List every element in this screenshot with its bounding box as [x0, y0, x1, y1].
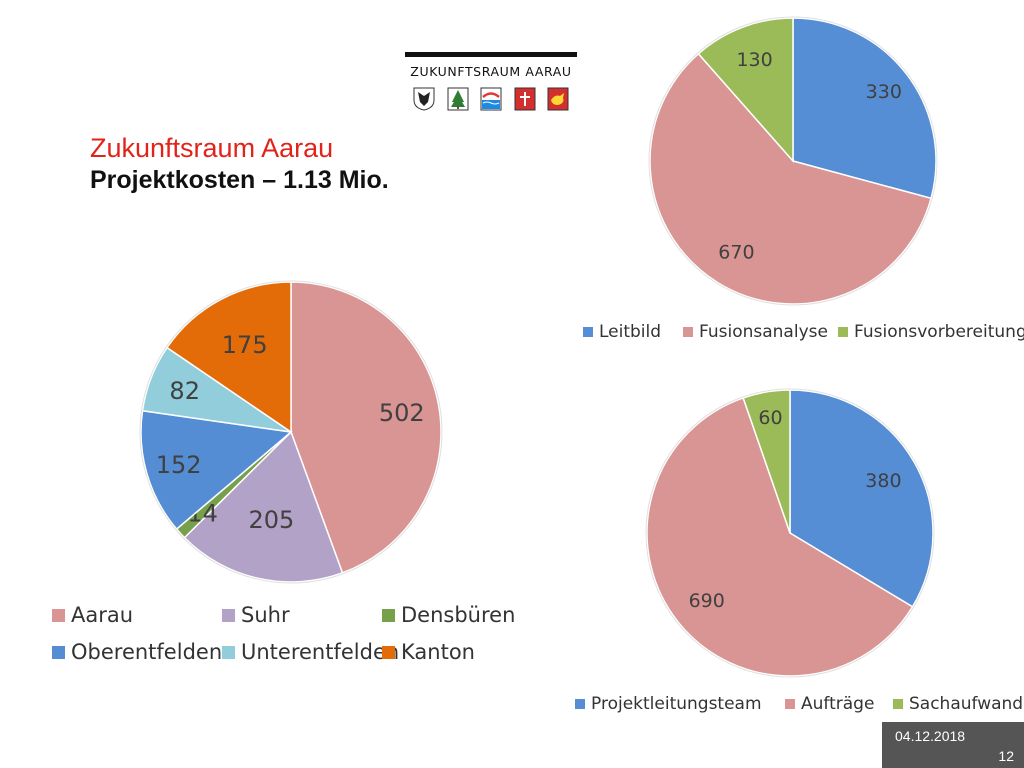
funding-slice-oberentfelden	[140, 409, 293, 531]
legend-swatch	[52, 645, 65, 659]
funding-label-kanton: 175	[222, 331, 268, 359]
funding-label-aarau: 502	[379, 399, 425, 427]
logo-bar	[405, 52, 577, 57]
costtype-slice-sachaufwand	[742, 389, 791, 534]
legend-label: Leitbild	[599, 322, 662, 342]
legend-swatch	[52, 608, 65, 622]
funding-slice-kanton	[165, 281, 292, 434]
funding-slice-suhr	[183, 430, 344, 583]
legend-item-densbüren: Densbüren	[382, 603, 515, 627]
legend-swatch	[583, 327, 593, 337]
funding-slice-aarau	[290, 281, 442, 574]
legend-label: Suhr	[241, 603, 290, 627]
legend-item-kanton: Kanton	[382, 640, 475, 664]
costtype-label-aufträge: 690	[689, 590, 725, 612]
legend-item-unterentfelden: Unterentfelden	[222, 640, 399, 664]
slide-title: Zukunftsraum Aarau Projektkosten – 1.13 …	[90, 132, 389, 196]
legend-swatch	[683, 327, 693, 337]
logo-crests	[413, 87, 569, 111]
title-line-1: Zukunftsraum Aarau	[90, 133, 334, 163]
legend-swatch	[785, 699, 795, 709]
legend-swatch	[222, 645, 235, 659]
legend-label: Oberentfelden	[71, 640, 223, 664]
phases-label-fusionsanalyse: 670	[718, 242, 754, 264]
legend-item-oberentfelden: Oberentfelden	[52, 640, 222, 664]
costtype-slice-projektleitungsteam	[789, 389, 934, 608]
legend-item-sachaufwand: Sachaufwand	[893, 694, 1023, 714]
legend-item-projektleitungsteam: Projektleitungsteam	[575, 694, 762, 714]
costtype-slice-aufträge	[646, 396, 914, 677]
phases-label-fusionsvorbereitung: 130	[736, 49, 772, 71]
legend-label: Sachaufwand	[909, 694, 1024, 714]
legend-label: Fusionsanalyse	[699, 322, 828, 342]
unterentfelden-crest-icon	[480, 87, 502, 111]
legend-item-aarau: Aarau	[52, 603, 133, 627]
phases-pie-outline	[648, 16, 938, 306]
densbueren-crest-icon	[447, 87, 468, 111]
phases-slice-fusionsanalyse	[649, 52, 932, 305]
legend-swatch	[575, 699, 585, 709]
funding-label-oberentfelden: 152	[156, 451, 202, 479]
legend-label: Projektleitungsteam	[591, 694, 762, 714]
funding-label-suhr: 205	[248, 506, 294, 534]
legend-swatch	[382, 608, 395, 622]
legend-label: Unterentfelden	[241, 640, 400, 664]
footer-date: 04.12.2018	[895, 728, 966, 744]
legend-label: Aarau	[71, 603, 134, 627]
suhr-crest-icon	[547, 87, 569, 111]
costtype-pie-outline	[645, 388, 935, 678]
legend-swatch	[838, 327, 848, 337]
legend-label: Fusionsvorbereitung	[854, 322, 1024, 342]
legend-item-aufträge: Aufträge	[785, 694, 874, 714]
funding-pie-outline	[139, 280, 443, 584]
legend-label: Kanton	[401, 640, 475, 664]
logo: ZUKUNFTSRAUM AARAU	[405, 52, 577, 111]
aarau-crest-icon	[413, 87, 435, 111]
oberentfelden-crest-icon	[514, 87, 535, 111]
legend-item-fusionsanalyse: Fusionsanalyse	[683, 322, 828, 342]
legend-item-fusionsvorbereitung: Fusionsvorbereitung	[838, 322, 1024, 342]
phases-label-leitbild: 330	[866, 81, 902, 103]
phases-slice-leitbild	[792, 17, 937, 200]
funding-label-unterentfelden: 82	[169, 377, 200, 405]
title-line-2: Projektkosten – 1.13 Mio.	[90, 166, 389, 194]
costtype-label-sachaufwand: 60	[758, 407, 782, 429]
legend-swatch	[382, 645, 395, 659]
legend-item-leitbild: Leitbild	[583, 322, 661, 342]
legend-label: Densbüren	[401, 603, 516, 627]
legend-swatch	[222, 608, 235, 622]
phases-pie: 330 670 130	[648, 16, 938, 306]
footer: 04.12.2018 12	[882, 722, 1024, 768]
legend-item-suhr: Suhr	[222, 603, 290, 627]
phases-slice-fusionsvorbereitung	[697, 17, 794, 163]
costtype-pie: 380 690 60	[645, 388, 935, 678]
page-number: 12	[998, 748, 1014, 764]
logo-text: ZUKUNFTSRAUM AARAU	[410, 64, 572, 79]
legend-swatch	[893, 699, 903, 709]
costtype-label-projektleitungsteam: 380	[865, 470, 901, 492]
legend-label: Aufträge	[801, 694, 875, 714]
